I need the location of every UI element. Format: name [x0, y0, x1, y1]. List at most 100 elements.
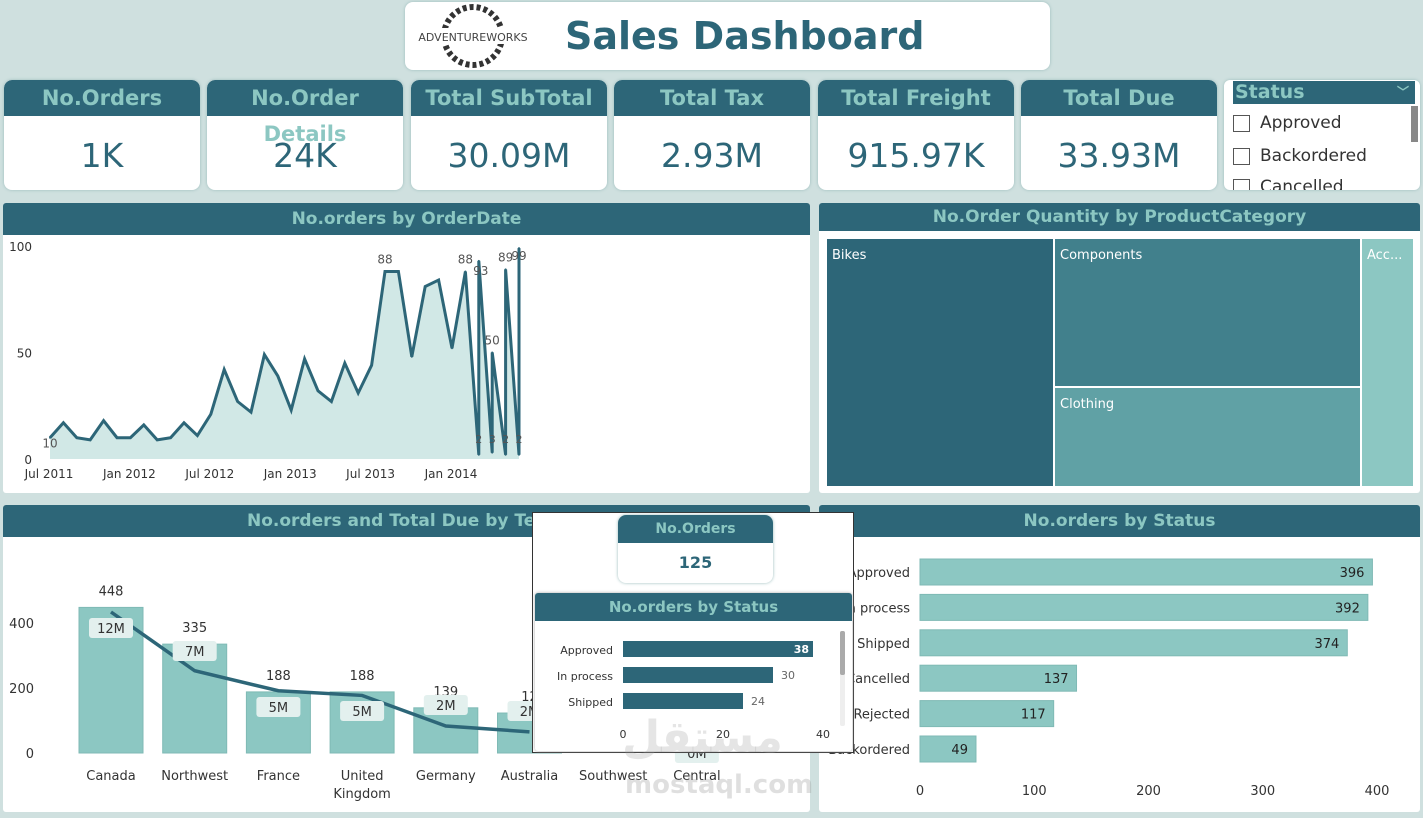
data-point [116, 436, 118, 439]
bar-label: 374 [1314, 637, 1339, 652]
bar-label: 49 [951, 743, 968, 758]
series-line [48, 248, 521, 455]
checkbox[interactable] [1233, 178, 1250, 190]
x-tick-label: Canada [86, 769, 135, 784]
data-point [317, 389, 319, 392]
data-label: 99 [511, 249, 526, 263]
data-label: 10 [42, 437, 57, 451]
data-point [142, 423, 145, 426]
data-label: 88 [458, 253, 473, 267]
watermark-arabic: مستقل [622, 712, 783, 763]
line-label-bg [256, 697, 301, 717]
bar [919, 664, 1078, 692]
data-point [477, 259, 480, 262]
bar-label: 335 [182, 621, 207, 636]
bar [919, 593, 1369, 621]
y-tick-label: 0 [24, 453, 32, 467]
line-label-bg [89, 618, 133, 638]
kpi-card: Total Freight 915.97K [818, 80, 1014, 190]
x-tick-label: Australia [501, 769, 559, 784]
x-tick-label: 300 [1250, 784, 1275, 799]
slicer-option-approved[interactable]: Approved [1233, 113, 1342, 133]
checkbox[interactable] [1233, 147, 1250, 165]
line-label-bg [172, 641, 217, 661]
y-tick-label: Rejected [853, 708, 910, 723]
kpi-card: Total Tax 2.93M [614, 80, 810, 190]
slicer-option-cancelled[interactable]: Cancelled [1233, 177, 1344, 190]
kpi-value: 24K [273, 136, 337, 175]
y-tick-label: In process [557, 670, 613, 683]
data-point [504, 453, 507, 456]
x-tick-label: Germany [416, 769, 476, 784]
treemap-tile [1055, 239, 1360, 386]
x-tick-label: 100 [1022, 784, 1047, 799]
scrollbar-thumb[interactable] [840, 631, 845, 675]
title-card: ADVENTUREWORKS Sales Dashboard [405, 2, 1050, 70]
data-point [518, 247, 520, 250]
data-point [410, 355, 413, 358]
data-point [370, 364, 373, 367]
kpi-card: No.Orders 1K [4, 80, 200, 190]
x-tick-label: Northwest [161, 769, 228, 784]
svg-text:ADVENTUREWORKS: ADVENTUREWORKS [418, 31, 527, 44]
tooltip-kpi-card: No.Orders 125 [618, 515, 773, 583]
x-tick-label: 40 [816, 728, 830, 741]
x-tick-label: 200 [1136, 784, 1161, 799]
x-tick-label: 0 [620, 728, 627, 741]
kpi-label: Total Tax [614, 80, 810, 116]
kpi-label: No.Orders [618, 515, 773, 543]
data-point [518, 453, 520, 456]
checkbox[interactable] [1233, 114, 1250, 132]
data-point [196, 434, 199, 437]
kpi-card: No.Order Details 24K [207, 80, 403, 190]
x-tick-label: Jul 2013 [345, 467, 395, 481]
status-slicer[interactable]: Status ﹀ Approved Backordered Cancelled [1224, 80, 1420, 190]
bar-label: 30 [781, 669, 795, 682]
data-point [223, 368, 226, 371]
data-point [62, 421, 65, 424]
data-point [276, 374, 279, 377]
data-point [504, 268, 507, 271]
data-point [263, 353, 266, 356]
y-tick-label: In process [844, 601, 910, 616]
treemap-tile [1362, 239, 1413, 486]
y-tick-label: Shipped [568, 696, 613, 709]
data-point [464, 270, 467, 273]
data-point [209, 413, 212, 416]
scrollbar[interactable] [1411, 106, 1418, 142]
area-fill [50, 248, 519, 459]
line-label: 7M [185, 645, 205, 660]
adventureworks-logo: ADVENTUREWORKS [413, 4, 533, 68]
bar-label: 188 [266, 669, 291, 684]
data-point [491, 351, 494, 354]
kpi-label: No.Orders [4, 80, 200, 116]
x-tick-label: 0 [916, 784, 924, 799]
bar-label: 188 [350, 669, 375, 684]
kpi-label: Total Due [1021, 80, 1217, 116]
data-point [330, 400, 333, 403]
bar-label: 24 [751, 695, 765, 708]
y-tick-label: Approved [560, 644, 613, 657]
tooltip-status-chart: No.orders by Status [535, 593, 852, 751]
bar [623, 693, 743, 709]
kpi-label: No.Order Details [207, 80, 403, 146]
x-tick-label: Kingdom [333, 787, 391, 802]
kpi-card: Total SubTotal 30.09M [411, 80, 607, 190]
data-point [384, 270, 386, 273]
page-title: Sales Dashboard [565, 14, 925, 58]
y-tick-label: Shipped [857, 637, 910, 652]
bar-label: 117 [1021, 708, 1046, 723]
chevron-down-icon[interactable]: ﹀ [1396, 85, 1409, 99]
x-tick-label: United [341, 769, 384, 784]
bar [919, 735, 977, 763]
x-tick-label: Southwest [579, 769, 647, 784]
line-label-bg [423, 695, 468, 715]
chart-title: No.orders by Status [535, 593, 852, 621]
line-label: 2M [436, 699, 456, 714]
bar [919, 700, 1055, 728]
bar-label: 448 [99, 584, 124, 599]
slicer-option-backordered[interactable]: Backordered [1233, 146, 1367, 166]
data-label: 3 [489, 433, 496, 446]
bar [623, 667, 773, 683]
